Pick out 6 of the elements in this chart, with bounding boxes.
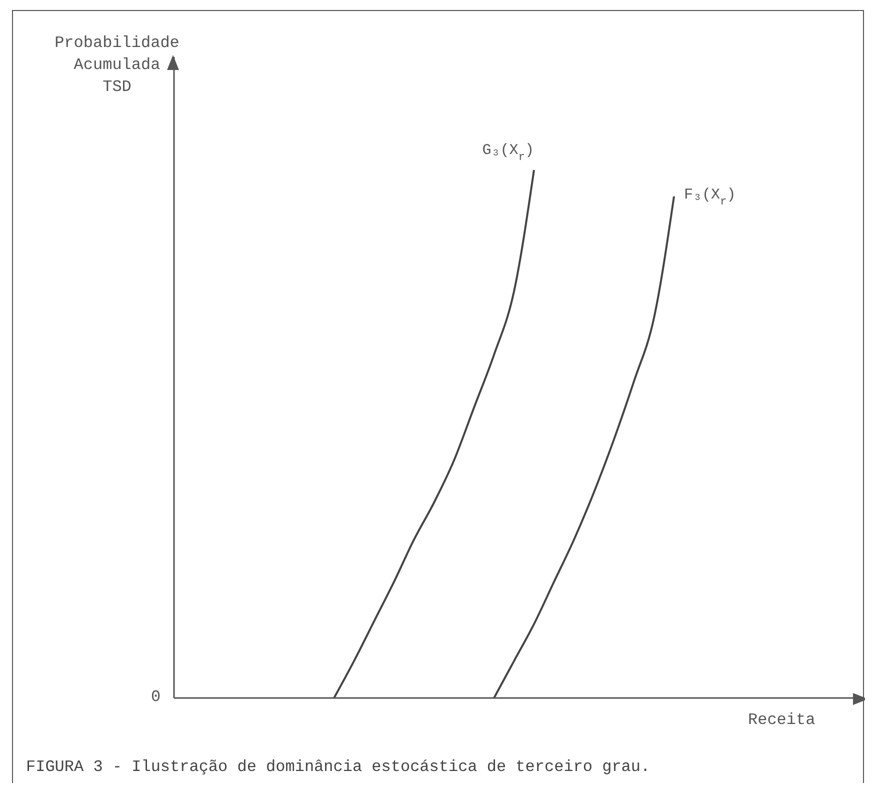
text: FIGURA 3 - Ilustração de dominância estocástica de terceiro grau. [26, 758, 650, 776]
series-label: F₃(X$_{r}$) [684, 186, 736, 208]
x-axis-title: Receita [748, 711, 816, 729]
text: 0 [151, 688, 161, 706]
y-axis-title: Probabilidade Acumulada TSD [54, 33, 180, 98]
series-label: G₃(X$_{r}$) [482, 142, 534, 164]
